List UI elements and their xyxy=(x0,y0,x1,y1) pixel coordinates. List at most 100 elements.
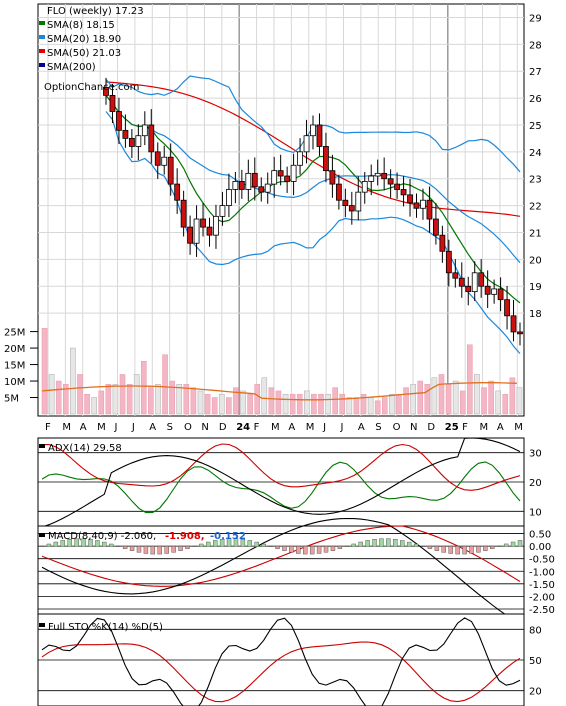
x-axis-labels: F M A M J J A S O N D 24 F M A M J J A S O N D 25 F M A M xyxy=(45,422,523,433)
adx-label: ADX(14) 29.58 xyxy=(48,443,122,454)
macd-histogram-bar xyxy=(226,538,232,547)
macd-histogram-bar xyxy=(206,541,211,547)
candle-body xyxy=(122,129,129,139)
x-tick-label: S xyxy=(375,422,381,433)
candle-body xyxy=(484,285,491,295)
candle-body xyxy=(141,124,148,137)
candle-body xyxy=(258,186,265,193)
volume-bar xyxy=(318,393,324,415)
macd-histogram-bar xyxy=(157,545,162,555)
macd-histogram-bar xyxy=(441,545,446,553)
volume-bar xyxy=(91,397,97,415)
volume-bar xyxy=(148,387,154,415)
candle-body xyxy=(277,170,284,177)
macd-histogram-bar xyxy=(510,541,516,547)
macd-histogram-bar xyxy=(261,543,266,547)
volume-bar xyxy=(360,393,367,415)
macd-histogram-bar xyxy=(344,545,350,547)
macd-histogram-bar xyxy=(434,545,440,551)
candle-body xyxy=(271,170,278,185)
volume-bar xyxy=(516,387,523,415)
price-y-tick: 29 xyxy=(529,13,542,24)
candle-body xyxy=(219,205,226,217)
macd-histogram-bar xyxy=(400,540,405,547)
legend-swatch-sma50 xyxy=(39,49,45,53)
volume-bar xyxy=(459,390,466,415)
macd-histogram-bar xyxy=(53,541,59,547)
candle-body xyxy=(439,234,446,252)
sma8-line xyxy=(105,95,521,304)
volume-bar xyxy=(218,393,225,415)
price-y-ticks: 29 28 27 26 25 24 23 22 21 20 19 18 xyxy=(529,13,542,320)
volume-bar xyxy=(162,354,168,415)
volume-y-tick: 25M xyxy=(4,328,25,339)
x-tick-label: A xyxy=(497,422,504,433)
macd-label: MACD(8,40,9) -2.060, xyxy=(48,531,156,542)
macd-panel: 0.500.00 -0.50-1.00 -1.50-2.00 -2.50 MACD(8… xyxy=(37,517,555,625)
candle-body xyxy=(174,183,181,201)
volume-bar xyxy=(332,387,338,415)
volume-bar xyxy=(311,393,317,415)
macd-histogram-bar xyxy=(393,539,398,547)
volume-bar xyxy=(452,380,459,415)
volume-bar xyxy=(417,380,424,415)
volume-bar xyxy=(55,380,62,415)
candle-body xyxy=(491,288,498,295)
volume-bar xyxy=(495,390,501,415)
panel-y-tick: 20 xyxy=(529,687,542,698)
stochastic-d-line xyxy=(41,641,521,703)
panel-y-tick: 80 xyxy=(529,625,542,636)
price-candles xyxy=(103,77,523,346)
macd-histogram-bar xyxy=(386,538,391,547)
macd-histogram-bar xyxy=(67,539,72,547)
volume-bar xyxy=(98,390,105,415)
macd-histogram-bar xyxy=(275,545,280,549)
macd-histogram-bar xyxy=(323,545,329,553)
candle-body xyxy=(510,315,517,333)
x-tick-label: M xyxy=(306,422,315,433)
x-tick-label: A xyxy=(358,422,365,433)
macd-histogram-bar xyxy=(88,539,93,547)
price-y-tick: 19 xyxy=(529,282,542,293)
x-tick-label: A xyxy=(288,422,295,433)
adx-legend-swatch xyxy=(39,444,45,448)
volume-bar xyxy=(367,397,374,415)
macd-histogram-bar xyxy=(497,545,502,547)
volume-bar xyxy=(226,397,232,415)
macd-histogram-bar xyxy=(420,545,426,547)
macd-histogram-bar xyxy=(503,543,509,547)
candle-body xyxy=(323,146,329,172)
candle-body xyxy=(316,124,323,147)
x-tick-label: A xyxy=(149,422,156,433)
volume-bar xyxy=(261,377,268,415)
x-tick-label: J xyxy=(322,422,326,433)
x-tick-label: M xyxy=(62,422,71,433)
x-tick-label: F xyxy=(45,422,51,433)
x-tick-label: J xyxy=(114,422,118,433)
macd-histogram-bar xyxy=(330,545,336,551)
macd-histogram-bar xyxy=(337,545,343,549)
volume-bar xyxy=(140,361,147,415)
macd-histogram-bar xyxy=(365,540,370,547)
volume-y-tick: 5M xyxy=(4,394,19,405)
candle-body xyxy=(303,135,310,153)
candle-body xyxy=(116,111,122,131)
candle-body xyxy=(374,172,381,177)
candle-body xyxy=(329,170,336,185)
candle-body xyxy=(504,299,510,317)
candle-body xyxy=(407,194,413,204)
candle-body xyxy=(161,156,168,166)
panel-y-tick: 30 xyxy=(529,449,542,460)
panel-y-tick: 0.00 xyxy=(529,542,551,553)
legend-sma50: SMA(50) 21.03 xyxy=(47,48,121,59)
candle-body xyxy=(381,172,388,180)
macd-histogram-bar xyxy=(247,540,253,547)
macd-histogram-bar xyxy=(74,538,79,547)
candle-body xyxy=(128,137,135,147)
volume-bar xyxy=(339,393,346,415)
volume-bar xyxy=(240,390,246,415)
candle-body xyxy=(167,156,174,185)
macd-histogram-bar xyxy=(143,545,149,554)
volume-y-tick: 10M xyxy=(4,377,25,388)
price-y-tick: 23 xyxy=(529,175,542,186)
